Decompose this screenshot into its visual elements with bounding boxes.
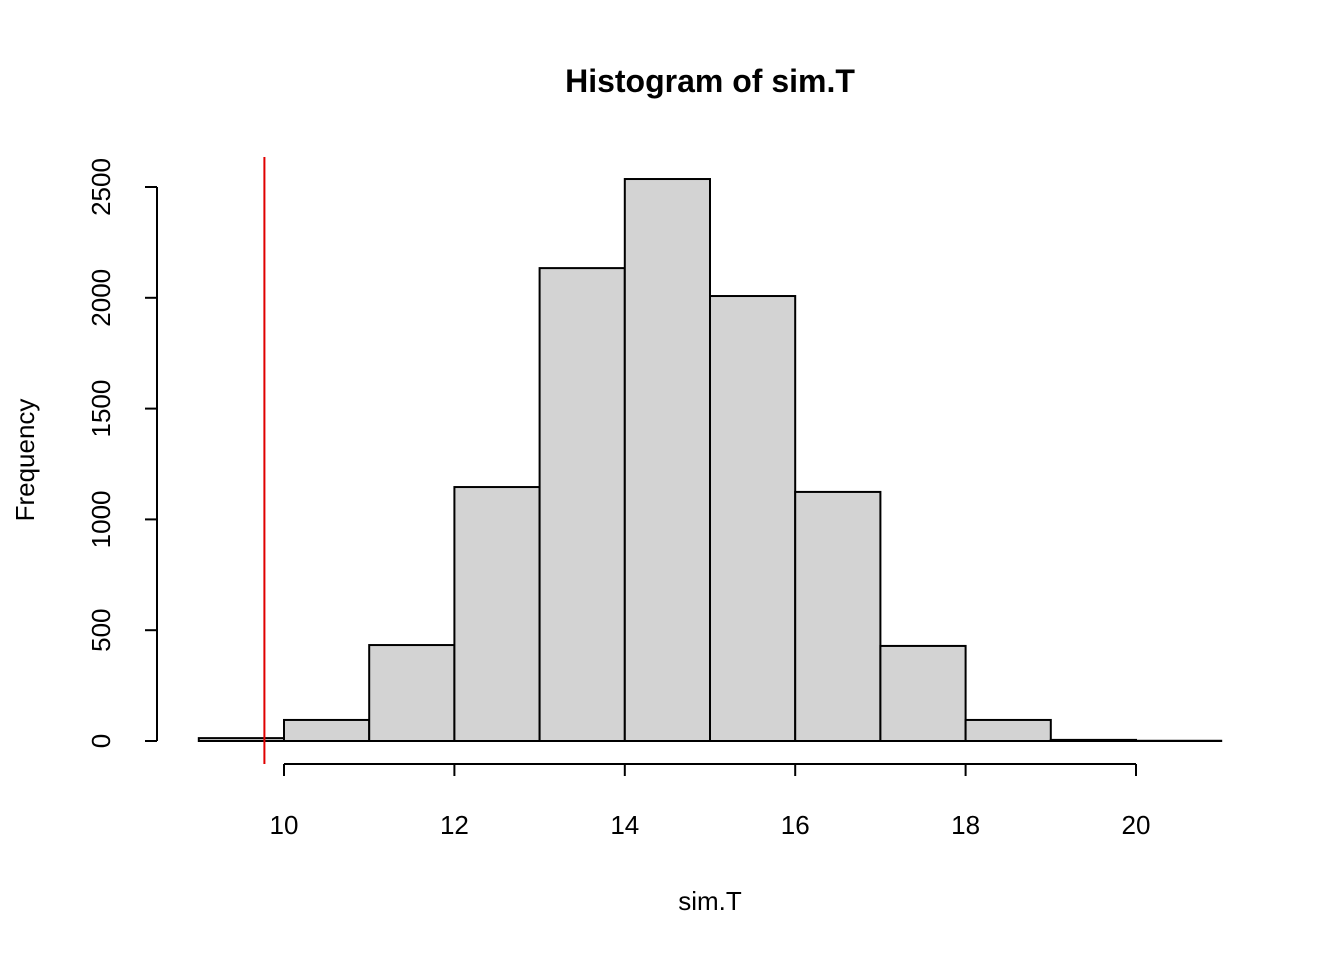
x-tick-label: 12: [440, 810, 469, 840]
y-axis-label: Frequency: [10, 399, 40, 522]
bar: [283, 718, 371, 742]
x-tick-label: 14: [610, 810, 639, 840]
bar: [1049, 738, 1138, 743]
y-tick-label: 1000: [86, 490, 116, 548]
bar: [964, 718, 1052, 742]
bar: [368, 644, 456, 742]
x-tick-label: 10: [270, 810, 299, 840]
bar: [538, 267, 626, 742]
y-tick-label: 2000: [86, 269, 116, 327]
y-tick-label: 2500: [86, 158, 116, 216]
chart-title: Histogram of sim.T: [565, 63, 855, 99]
x-tick-label: 16: [781, 810, 810, 840]
bar: [879, 644, 967, 742]
bar: [794, 490, 882, 742]
x-tick-label: 20: [1122, 810, 1151, 840]
x-tick-label: 18: [951, 810, 980, 840]
bar: [453, 486, 541, 742]
bar: [709, 295, 797, 742]
y-tick-label: 500: [86, 609, 116, 652]
x-axis-label: sim.T: [678, 886, 742, 916]
y-tick-label: 1500: [86, 380, 116, 438]
bar: [197, 737, 285, 743]
bar: [623, 178, 711, 742]
y-tick-label: 0: [86, 734, 116, 748]
